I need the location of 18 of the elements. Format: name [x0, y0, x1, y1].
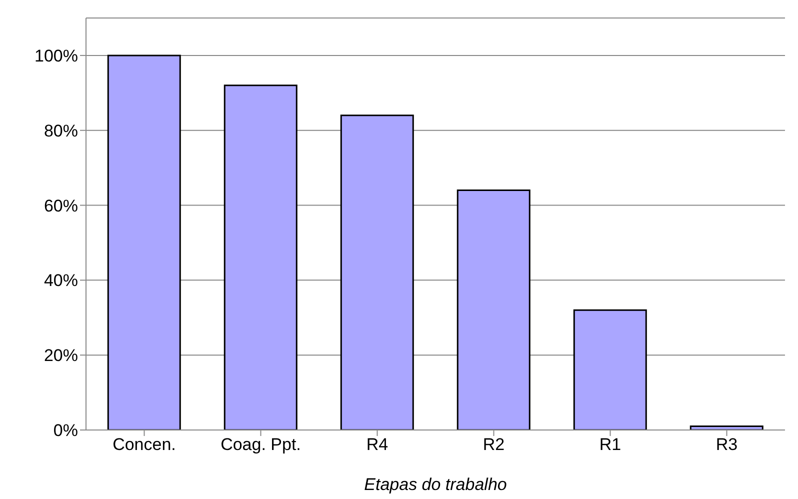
y-tick-label: 100%: [34, 46, 78, 66]
bar: [107, 54, 181, 430]
y-tick-label: 80%: [44, 121, 78, 140]
y-tick-label: 0%: [53, 421, 78, 440]
bar: [340, 114, 414, 430]
x-tick-label: R1: [599, 435, 622, 454]
bar: [224, 84, 298, 430]
x-tick-label: R4: [366, 435, 388, 454]
bar: [456, 190, 530, 430]
bar: [573, 309, 647, 430]
x-tick-label: Coag. Ppt.: [220, 435, 301, 454]
x-tick-label: R3: [716, 435, 738, 454]
y-tick-label: 20%: [44, 346, 78, 366]
y-tick-label: 40%: [44, 271, 78, 290]
y-tick-label: 60%: [44, 196, 78, 216]
x-tick-label: Concen.: [112, 435, 176, 454]
x-axis-title: Etapas do trabalho: [364, 475, 507, 494]
x-tick-label: R2: [482, 435, 505, 454]
